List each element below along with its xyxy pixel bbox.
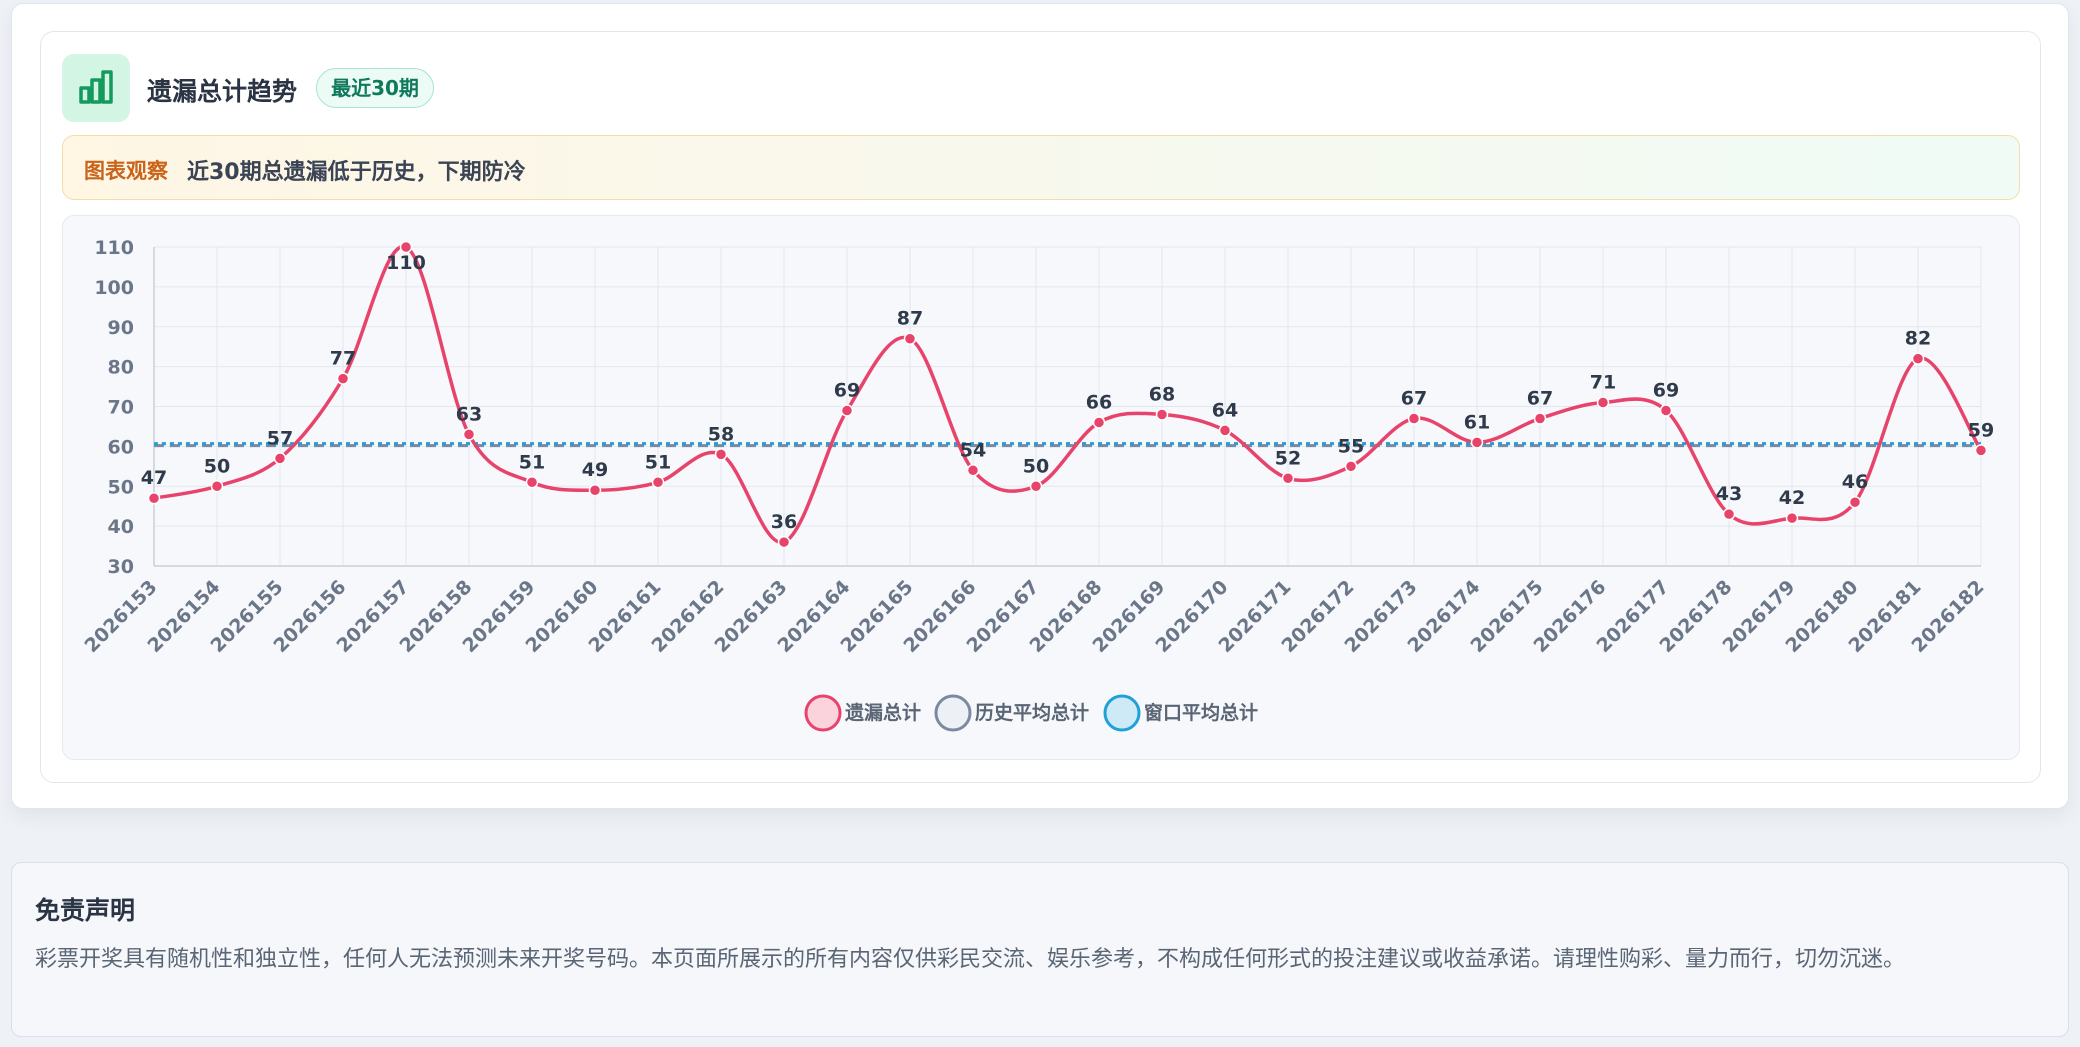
point [651,476,665,489]
data-label: 66 [1086,391,1112,413]
data-label: 69 [834,379,860,401]
series-line [153,244,1983,544]
point [210,480,224,493]
data-label: 77 [330,348,356,370]
point [336,372,350,385]
data-label: 51 [519,451,545,473]
data-label: 82 [1905,328,1931,350]
data-label: 59 [1968,419,1994,441]
y-tick-label: 50 [108,476,134,498]
data-label: 68 [1149,383,1175,405]
data-label: 50 [204,455,230,477]
point [966,464,980,477]
data-label: 63 [456,403,482,425]
y-tick-label: 110 [94,237,134,259]
legend-swatch [934,694,972,732]
data-label: 69 [1653,379,1679,401]
data-label: 71 [1590,372,1616,394]
disclaimer: 免责声明 彩票开奖具有随机性和独立性，任何人无法预测未来开奖号码。本页面所展示的… [11,862,2069,1037]
legend-label: 历史平均总计 [975,701,1089,724]
disclaimer-text: 彩票开奖具有随机性和独立性，任何人无法预测未来开奖号码。本页面所展示的所有内容仅… [35,947,1906,972]
data-label: 87 [897,308,923,330]
icon [62,54,130,122]
y-tick-label: 30 [108,556,134,578]
data-label: 67 [1527,387,1553,409]
point [1659,404,1673,417]
point [147,491,161,505]
y-tick-label: 80 [108,357,134,379]
observation: 图表观察 近30期总遗漏低于历史，下期防冷 [62,135,2020,200]
observation-text: 近30期总遗漏低于历史，下期防冷 [187,160,526,185]
data-label: 46 [1842,471,1868,493]
disclaimer-title: 免责声明 [35,896,136,925]
y-tick-label: 60 [108,436,134,458]
point [1470,436,1484,449]
data-label: 42 [1779,487,1805,509]
legend-label: 窗口平均总计 [1144,701,1258,724]
data-label: 51 [645,451,671,473]
point [1218,424,1232,437]
point [399,240,413,254]
icon-svg [79,70,113,104]
point [1596,396,1610,409]
point [1785,511,1799,525]
data-label: 49 [582,459,608,481]
y-tick-label: 100 [94,277,134,299]
data-label: 67 [1401,387,1427,409]
legend-label: 遗漏总计 [844,701,921,724]
y-tick-label: 40 [108,516,134,538]
legend-swatch [804,694,842,732]
data-label: 57 [267,427,293,449]
data-label: 43 [1716,483,1742,505]
point [1722,507,1736,521]
data-label: 47 [141,467,167,489]
data-label: 110 [386,252,426,274]
data-label: 36 [771,511,797,533]
data-label: 58 [708,423,734,445]
point [1848,495,1862,509]
point [462,428,476,441]
data-label: 50 [1023,455,1049,477]
data-label: 61 [1464,411,1490,433]
title: 遗漏总计趋势 [147,77,298,106]
point [1092,416,1106,429]
y-tick-label: 70 [108,397,134,419]
point [525,476,539,489]
data-label: 54 [960,439,986,461]
legend-swatch [1103,694,1141,732]
point [1029,480,1043,493]
point [1407,412,1421,425]
y-tick-label: 90 [108,317,134,339]
badge: 最近30期 [316,68,434,108]
observation-label: 图表观察 [84,159,168,183]
point [1281,472,1295,485]
point [903,332,917,345]
data-label: 64 [1212,399,1238,421]
point [1344,460,1358,473]
point [1533,412,1547,425]
point [1974,444,1988,457]
point [1911,352,1925,365]
point [1155,408,1169,421]
point [714,448,728,461]
point [777,535,791,549]
point [588,483,602,497]
point [273,452,287,465]
data-label: 52 [1275,447,1301,469]
point [840,404,854,417]
data-label: 55 [1338,435,1364,457]
